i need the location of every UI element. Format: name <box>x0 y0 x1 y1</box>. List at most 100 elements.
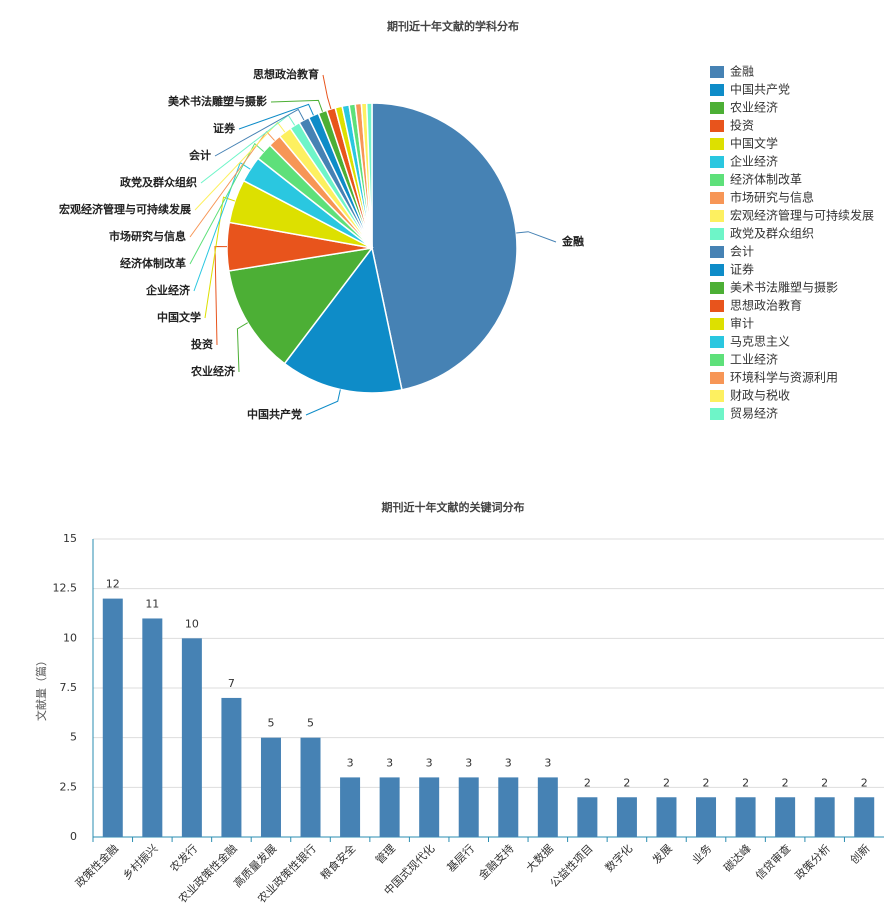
legend-swatch <box>710 354 724 366</box>
bar <box>537 777 558 837</box>
legend-swatch <box>710 66 724 78</box>
value-label: 2 <box>742 776 749 789</box>
value-label: 3 <box>544 756 551 769</box>
slice-label: 美术书法雕塑与摄影 <box>168 94 267 108</box>
bar <box>775 797 796 837</box>
legend-label: 贸易经济 <box>730 406 778 421</box>
leader-line <box>204 196 235 319</box>
bar <box>221 697 242 837</box>
x-tick-label: 公益性项目 <box>547 841 596 890</box>
legend-swatch <box>710 120 724 132</box>
value-label: 2 <box>861 776 868 789</box>
bar <box>735 797 756 837</box>
x-tick-label: 数字化 <box>602 841 635 874</box>
bar <box>696 797 717 837</box>
slice-label: 证券 <box>213 121 236 135</box>
legend-swatch <box>710 282 724 294</box>
chart-title: 期刊近十年文献的学科分布 <box>387 19 519 33</box>
y-tick-label: 7.5 <box>60 681 78 694</box>
legend-swatch <box>710 246 724 258</box>
y-tick-label: 0 <box>70 830 77 843</box>
slice-label: 投资 <box>191 337 213 351</box>
x-tick-label: 政策性金融 <box>72 841 121 890</box>
x-tick-label: 金融支持 <box>476 841 517 882</box>
bar <box>142 618 163 837</box>
slice-label: 经济体制改革 <box>120 256 186 270</box>
bar <box>498 777 519 837</box>
legend-swatch <box>710 300 724 312</box>
leader-line <box>214 108 305 157</box>
x-tick-label: 大数据 <box>523 841 556 874</box>
leader-line <box>189 142 265 265</box>
slice-label: 会计 <box>189 148 211 162</box>
bar <box>577 797 598 837</box>
value-label: 3 <box>347 756 354 769</box>
legend-swatch <box>710 138 724 150</box>
leader-line <box>236 322 248 373</box>
legend-label: 中国共产党 <box>730 82 790 97</box>
legend-label: 农业经济 <box>730 100 778 115</box>
x-tick-label: 粮食安全 <box>317 841 358 882</box>
bar <box>458 777 479 837</box>
legend-swatch <box>710 228 724 240</box>
legend-swatch <box>710 318 724 330</box>
legend-label: 投资 <box>730 118 754 133</box>
bar <box>181 638 202 837</box>
legend-swatch <box>710 264 724 276</box>
value-label: 2 <box>703 776 710 789</box>
legend-swatch <box>710 372 724 384</box>
bar <box>419 777 440 837</box>
slice-label: 企业经济 <box>145 283 191 297</box>
value-label: 3 <box>426 756 433 769</box>
legend-swatch <box>710 102 724 114</box>
bar <box>656 797 677 837</box>
y-tick-label: 2.5 <box>60 780 78 793</box>
value-label: 2 <box>623 776 630 789</box>
pie-slice <box>283 246 403 394</box>
y-tick-label: 12.5 <box>53 582 78 595</box>
slice-label: 宏观经济管理与可持续发展 <box>59 202 192 216</box>
legend-swatch <box>710 390 724 402</box>
y-tick-label: 5 <box>70 731 77 744</box>
x-tick-label: 信贷审查 <box>752 841 793 882</box>
value-label: 2 <box>821 776 828 789</box>
value-label: 12 <box>106 578 120 591</box>
value-label: 3 <box>386 756 393 769</box>
bar <box>300 737 321 837</box>
slice-label: 农业经济 <box>190 364 236 378</box>
chart-title: 期刊近十年文献的关键词分布 <box>382 500 525 514</box>
legend-label: 美术书法雕塑与摄影 <box>730 280 838 295</box>
pie-slice <box>371 102 518 391</box>
x-tick-label: 基层行 <box>444 842 477 875</box>
value-label: 5 <box>307 717 314 730</box>
slice-label: 思想政治教育 <box>253 67 319 81</box>
legend-label: 证券 <box>730 262 754 277</box>
value-label: 10 <box>185 617 199 630</box>
legend-label: 工业经济 <box>730 352 778 367</box>
value-label: 2 <box>663 776 670 789</box>
leader-line <box>214 246 228 346</box>
slice-label: 中国文学 <box>157 310 201 324</box>
bar <box>260 737 281 837</box>
x-tick-label: 农发行 <box>167 841 200 874</box>
legend-swatch <box>710 210 724 222</box>
legend-label: 思想政治教育 <box>730 298 802 313</box>
legend-swatch <box>710 192 724 204</box>
legend-label: 环境科学与资源利用 <box>730 370 838 385</box>
bar <box>814 797 835 837</box>
legend-swatch <box>710 174 724 186</box>
value-label: 2 <box>584 776 591 789</box>
x-tick-label: 乡村振兴 <box>120 841 161 882</box>
legend-label: 政党及群众组织 <box>730 226 814 241</box>
legend-swatch <box>710 408 724 420</box>
legend-label: 企业经济 <box>730 154 778 169</box>
legend-label: 马克思主义 <box>730 335 790 349</box>
leader-line <box>238 103 314 130</box>
leader-line <box>305 389 341 416</box>
x-tick-label: 碳达峰 <box>721 841 754 874</box>
x-tick-label: 业务 <box>690 842 715 867</box>
leader-line <box>322 74 332 110</box>
legend-swatch <box>710 336 724 348</box>
y-tick-label: 15 <box>63 532 77 545</box>
